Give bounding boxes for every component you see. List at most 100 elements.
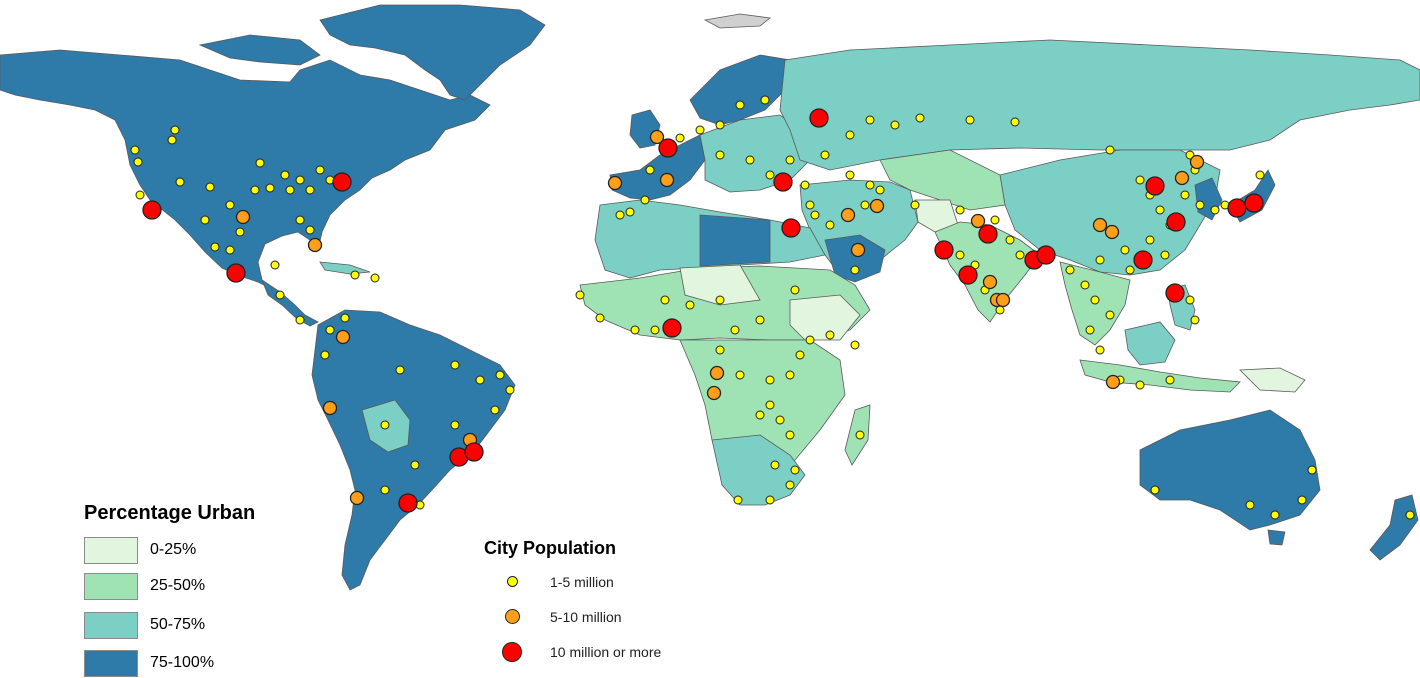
city-marker-small <box>685 300 695 310</box>
city-marker-small <box>735 100 745 110</box>
city-marker-small <box>1105 310 1115 320</box>
city-marker-small <box>1010 117 1020 127</box>
city-label: 10 million or more <box>550 644 662 660</box>
city-marker-small <box>955 205 965 215</box>
city-marker-medium <box>659 172 675 188</box>
city-markers <box>130 95 1415 520</box>
city-marker-small <box>595 313 605 323</box>
city-marker-large <box>809 108 829 128</box>
city-marker-small <box>825 220 835 230</box>
city-marker-small <box>1135 175 1145 185</box>
city-marker-small <box>785 370 795 380</box>
land-regions <box>0 4 1420 591</box>
city-marker-medium <box>322 400 338 416</box>
urban-label: 0-25% <box>150 541 197 558</box>
city-marker-small <box>410 460 420 470</box>
city-marker-small <box>645 165 655 175</box>
city-marker-small <box>270 260 280 270</box>
region-borneo <box>1124 321 1176 366</box>
city-marker-small <box>630 325 640 335</box>
city-marker-small <box>955 250 965 260</box>
city-marker-small <box>865 180 875 190</box>
city-marker-small <box>765 400 775 410</box>
city-marker-small <box>1105 145 1115 155</box>
city-marker-small <box>790 285 800 295</box>
city-marker-small <box>615 210 625 220</box>
city-marker-small <box>825 330 835 340</box>
region-north-america <box>0 49 491 289</box>
city-marker-small <box>325 325 335 335</box>
city-marker-small <box>1297 495 1307 505</box>
city-marker-small <box>1065 265 1075 275</box>
city-marker-small <box>1210 205 1220 215</box>
city-marker-small <box>785 155 795 165</box>
city-marker-small <box>1015 250 1025 260</box>
city-marker-small <box>1085 325 1095 335</box>
city-marker-small <box>745 155 755 165</box>
region-australia <box>1139 409 1321 531</box>
region-greenland <box>319 4 546 101</box>
city-marker-small <box>285 185 295 195</box>
city-marker-small <box>1080 280 1090 290</box>
city-marker-medium <box>335 329 351 345</box>
region-south-america <box>311 309 516 591</box>
city-marker-small <box>505 385 515 395</box>
city-legend-item: 5-10 million <box>500 606 760 630</box>
city-marker-large <box>978 224 998 244</box>
city-marker-small <box>1190 315 1200 325</box>
city-marker-small <box>810 210 820 220</box>
region-caribbean <box>319 261 371 275</box>
city-marker-medium <box>1189 154 1205 170</box>
region-indonesia <box>1079 359 1241 393</box>
city-marker-small <box>730 325 740 335</box>
city-label: 5-10 million <box>550 609 622 625</box>
city-marker-small <box>765 170 775 180</box>
city-marker-small <box>370 273 380 283</box>
city-marker-small <box>133 157 143 167</box>
city-marker-large <box>332 172 352 192</box>
city-marker-large <box>958 265 978 285</box>
city-legend-item: 10 million or more <box>500 641 760 665</box>
region-russia <box>779 39 1420 171</box>
city-marker-small <box>1160 250 1170 260</box>
urban-legend-item: 25-50% <box>84 573 354 601</box>
city-marker-small <box>785 480 795 490</box>
region-central-america <box>261 278 319 327</box>
city-marker-small <box>1185 295 1195 305</box>
city-marker-small <box>775 415 785 425</box>
urban-legend-item: 50-75% <box>84 612 354 640</box>
city-marker-small <box>755 315 765 325</box>
region-ethiopia <box>789 294 861 341</box>
city-marker-small <box>625 207 635 217</box>
city-marker-large <box>464 442 484 462</box>
city-marker-large <box>1036 245 1056 265</box>
city-marker-medium <box>349 490 365 506</box>
city-marker-small <box>785 430 795 440</box>
city-marker-small <box>855 430 865 440</box>
city-marker-large <box>662 318 682 338</box>
city-legend-item: 1-5 million <box>500 571 760 595</box>
city-marker-small <box>650 325 660 335</box>
city-marker-large <box>773 172 793 192</box>
city-marker-small <box>1005 235 1015 245</box>
city-marker-small <box>770 460 780 470</box>
city-marker-small <box>795 350 805 360</box>
city-marker-small <box>380 420 390 430</box>
city-marker-small <box>733 495 743 505</box>
urban-label: 75-100% <box>150 654 215 671</box>
city-marker-medium <box>840 207 856 223</box>
city-marker-small <box>235 227 245 237</box>
city-marker-small <box>800 180 810 190</box>
city-marker-large <box>1145 176 1165 196</box>
city-marker-medium <box>607 175 623 191</box>
city-marker-small <box>1135 380 1145 390</box>
city-marker-medium <box>709 365 725 381</box>
city-marker-large <box>398 493 418 513</box>
city-marker-small <box>1245 500 1255 510</box>
city-marker-medium <box>869 198 885 214</box>
city-marker-large <box>781 218 801 238</box>
city-marker-large <box>142 200 162 220</box>
city-marker-large <box>1244 193 1264 213</box>
city-marker-small <box>450 360 460 370</box>
city-marker-small <box>1090 295 1100 305</box>
